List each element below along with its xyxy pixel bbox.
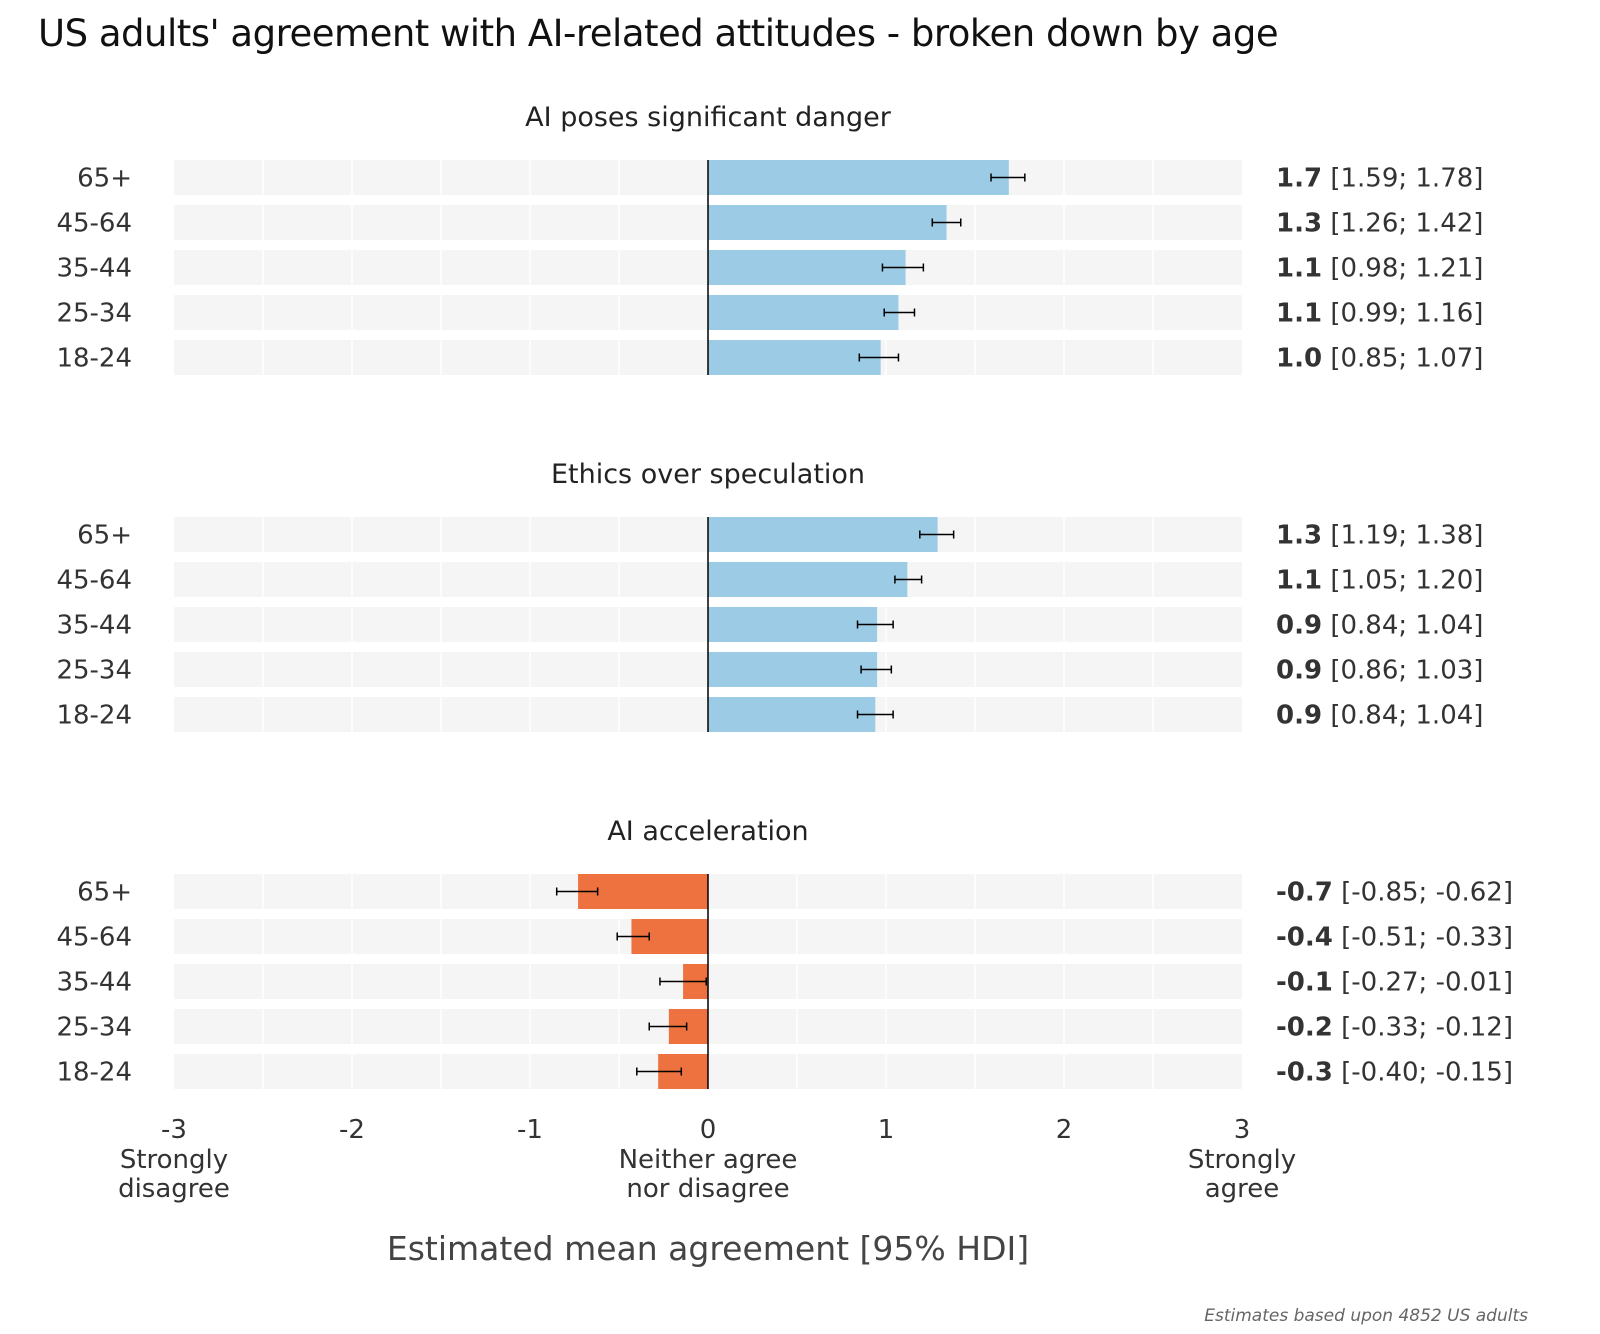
chart-title: US adults' agreement with AI-related att… <box>38 12 1279 55</box>
value-interval: [0.99; 1.16] <box>1322 299 1483 329</box>
x-axis-title: Estimated mean agreement [95% HDI] <box>387 1229 1029 1268</box>
value-estimate: 1.3 <box>1276 521 1322 551</box>
value-label: 1.3 [1.19; 1.38] <box>1276 521 1483 551</box>
category-label: 18-24 <box>56 1058 132 1088</box>
value-interval: [0.86; 1.03] <box>1322 656 1483 686</box>
category-label: 18-24 <box>56 701 132 731</box>
category-label: 65+ <box>77 164 132 194</box>
bar <box>708 517 938 552</box>
bar <box>708 160 1009 195</box>
panel-title: AI poses significant danger <box>525 102 892 133</box>
value-interval: [0.84; 1.04] <box>1322 701 1483 731</box>
bar <box>708 340 881 375</box>
bar <box>578 874 708 909</box>
x-tick-sublabel: disagree <box>118 1174 230 1204</box>
category-label: 45-64 <box>56 923 132 953</box>
value-label: 0.9 [0.84; 1.04] <box>1276 611 1483 641</box>
category-label: 35-44 <box>56 254 132 284</box>
value-label: -0.2 [-0.33; -0.12] <box>1276 1013 1513 1043</box>
value-interval: [-0.51; -0.33] <box>1333 923 1513 953</box>
category-label: 65+ <box>77 878 132 908</box>
category-label: 45-64 <box>56 566 132 596</box>
footnote: Estimates based upon 4852 US adults <box>1204 1306 1528 1326</box>
x-tick-sublabel: agree <box>1205 1174 1280 1204</box>
x-tick-sublabel: Strongly <box>120 1145 228 1175</box>
value-label: 1.7 [1.59; 1.78] <box>1276 164 1483 194</box>
category-label: 35-44 <box>56 611 132 641</box>
value-estimate: 1.3 <box>1276 209 1322 239</box>
value-interval: [1.05; 1.20] <box>1322 566 1483 596</box>
bar <box>708 697 876 732</box>
value-label: 1.1 [0.99; 1.16] <box>1276 299 1483 329</box>
value-label: 0.9 [0.84; 1.04] <box>1276 701 1483 731</box>
value-estimate: -0.7 <box>1276 878 1333 908</box>
value-interval: [-0.85; -0.62] <box>1333 878 1513 908</box>
bar <box>708 607 878 642</box>
category-label: 35-44 <box>56 968 132 998</box>
x-tick-label: -2 <box>339 1115 365 1145</box>
bar <box>708 652 878 687</box>
value-label: -0.7 [-0.85; -0.62] <box>1276 878 1513 908</box>
bar <box>708 562 908 597</box>
value-interval: [-0.40; -0.15] <box>1333 1058 1513 1088</box>
value-estimate: 1.0 <box>1276 344 1322 374</box>
value-label: 1.3 [1.26; 1.42] <box>1276 209 1483 239</box>
x-tick-label: 0 <box>700 1115 717 1145</box>
x-tick-sublabel: Strongly <box>1188 1145 1296 1175</box>
category-label: 18-24 <box>56 344 132 374</box>
value-label: 1.1 [1.05; 1.20] <box>1276 566 1483 596</box>
value-estimate: -0.3 <box>1276 1058 1333 1088</box>
bar <box>708 250 906 285</box>
value-interval: [1.59; 1.78] <box>1322 164 1483 194</box>
value-estimate: 1.1 <box>1276 299 1322 329</box>
category-label: 25-34 <box>56 1013 132 1043</box>
x-tick-label: 1 <box>878 1115 895 1145</box>
category-label: 65+ <box>77 521 132 551</box>
value-interval: [0.98; 1.21] <box>1322 254 1483 284</box>
value-label: 0.9 [0.86; 1.03] <box>1276 656 1483 686</box>
value-estimate: 1.1 <box>1276 566 1322 596</box>
bar <box>708 295 899 330</box>
value-estimate: 0.9 <box>1276 701 1322 731</box>
value-label: -0.4 [-0.51; -0.33] <box>1276 923 1513 953</box>
value-interval: [-0.27; -0.01] <box>1333 968 1513 998</box>
x-tick-label: 3 <box>1234 1115 1251 1145</box>
category-label: 25-34 <box>56 299 132 329</box>
value-estimate: -0.4 <box>1276 923 1333 953</box>
panel-title: AI acceleration <box>607 816 808 847</box>
x-tick-label: -1 <box>517 1115 543 1145</box>
value-label: -0.1 [-0.27; -0.01] <box>1276 968 1513 998</box>
x-tick-sublabel: nor disagree <box>626 1174 789 1204</box>
x-tick-label: -3 <box>161 1115 187 1145</box>
value-estimate: -0.1 <box>1276 968 1333 998</box>
category-label: 25-34 <box>56 656 132 686</box>
value-interval: [1.19; 1.38] <box>1322 521 1483 551</box>
x-tick-sublabel: Neither agree <box>619 1145 798 1175</box>
value-label: 1.0 [0.85; 1.07] <box>1276 344 1483 374</box>
value-estimate: 1.1 <box>1276 254 1322 284</box>
category-label: 45-64 <box>56 209 132 239</box>
value-label: -0.3 [-0.40; -0.15] <box>1276 1058 1513 1088</box>
value-label: 1.1 [0.98; 1.21] <box>1276 254 1483 284</box>
value-interval: [1.26; 1.42] <box>1322 209 1483 239</box>
value-estimate: 1.7 <box>1276 164 1322 194</box>
value-interval: [0.85; 1.07] <box>1322 344 1483 374</box>
value-interval: [0.84; 1.04] <box>1322 611 1483 641</box>
value-estimate: 0.9 <box>1276 611 1322 641</box>
bar <box>708 205 947 240</box>
value-estimate: -0.2 <box>1276 1013 1333 1043</box>
value-estimate: 0.9 <box>1276 656 1322 686</box>
x-tick-label: 2 <box>1056 1115 1073 1145</box>
value-interval: [-0.33; -0.12] <box>1333 1013 1513 1043</box>
panel-title: Ethics over speculation <box>551 459 865 490</box>
